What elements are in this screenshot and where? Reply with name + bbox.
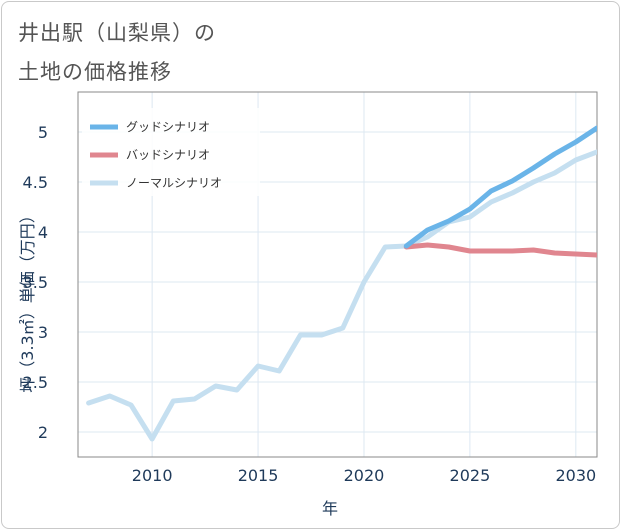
- legend: グッドシナリオ バッドシナリオ ノーマルシナリオ: [82, 108, 260, 196]
- tick-labels: 2010 2015 2020 2025 2030 2 2.5 3 3.5 4 4.5 5: [23, 123, 597, 485]
- x-tick-label: 2030: [555, 466, 596, 485]
- y-tick-label: 4.5: [23, 173, 48, 192]
- chart-title-line-1: 井出駅（山梨県）の: [18, 21, 216, 45]
- chart-title-line-2: 土地の価格推移: [18, 60, 172, 84]
- legend-label-normal: ノーマルシナリオ: [126, 176, 222, 190]
- x-tick-label: 2015: [238, 466, 279, 485]
- series-line-normal: [86, 149, 597, 442]
- x-tick-label: 2025: [450, 466, 491, 485]
- legend-label-good: グッドシナリオ: [126, 120, 210, 134]
- legend-label-bad: バッドシナリオ: [126, 148, 210, 162]
- y-axis-title: 坪（3.3㎡）単価（万円）: [18, 207, 37, 392]
- grid: [78, 92, 597, 457]
- y-tick-label: 2.5: [23, 373, 48, 392]
- plot-frame: [77, 91, 598, 458]
- x-tick-label: 2010: [132, 466, 173, 485]
- y-tick-label: 2: [38, 423, 48, 442]
- x-tick-label: 2020: [344, 466, 385, 485]
- y-tick-label: 3.5: [23, 273, 48, 292]
- y-tick-label: 5: [38, 123, 48, 142]
- series-line-good: [403, 125, 597, 249]
- series-layer: [86, 125, 597, 442]
- y-tick-label: 4: [38, 223, 48, 242]
- series-line-bad: [403, 242, 597, 258]
- x-axis-title: 年: [322, 499, 338, 518]
- y-tick-label: 3: [38, 323, 48, 342]
